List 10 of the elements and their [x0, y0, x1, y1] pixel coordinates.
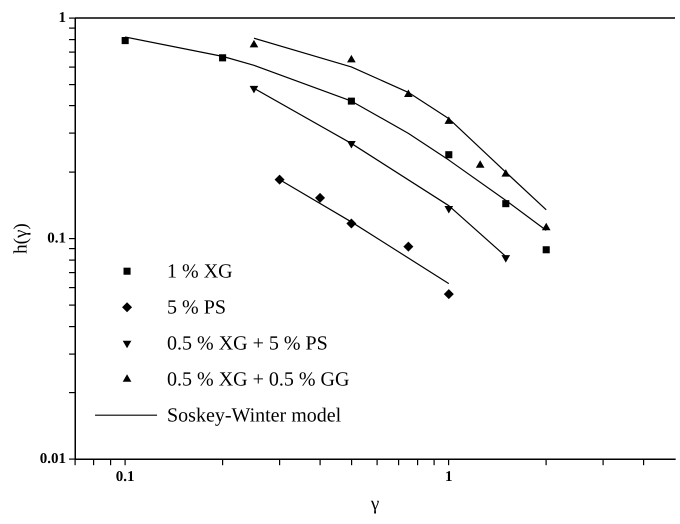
legend-label: Soskey-Winter model	[167, 404, 342, 426]
legend-label: 5 % PS	[167, 296, 226, 318]
x-axis-title: γ	[370, 494, 380, 515]
y-tick-label: 1	[58, 10, 66, 26]
y-tick-label: 0.1	[47, 230, 66, 246]
y-tick-label: 0.01	[40, 451, 66, 468]
y-axis-title: h(γ)	[10, 223, 32, 254]
legend-label: 0.5 % XG + 5 % PS	[167, 332, 328, 354]
legend-label: 1 % XG	[167, 260, 233, 282]
legend-label: 0.5 % XG + 0.5 % GG	[167, 368, 350, 390]
